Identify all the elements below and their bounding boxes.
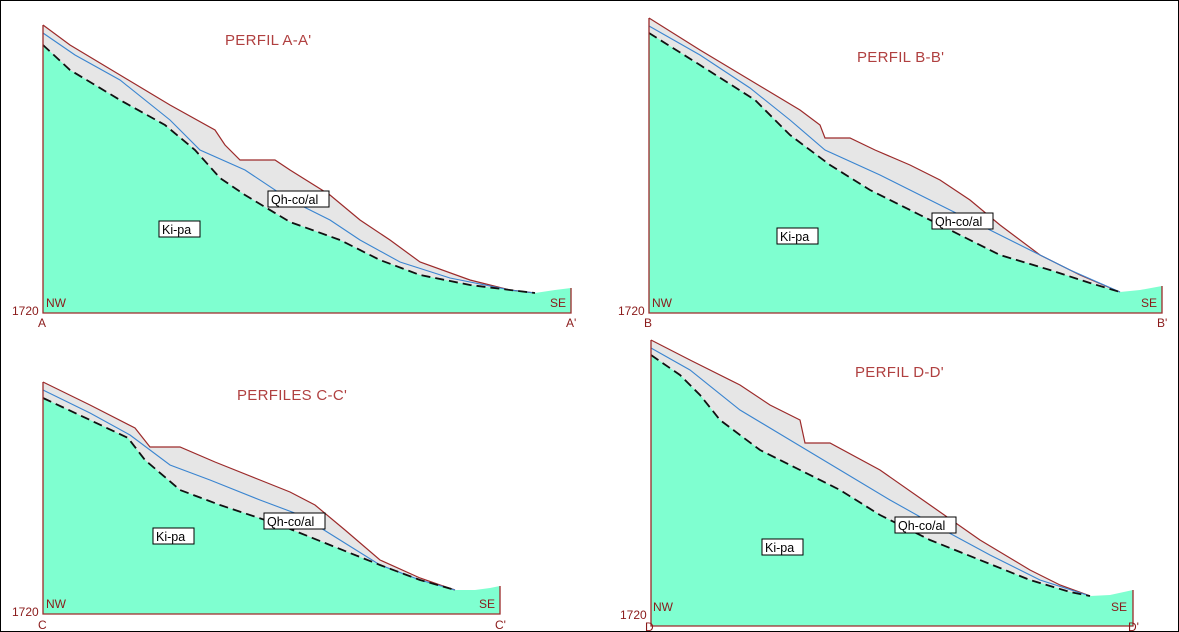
contact-line: [650, 354, 1091, 597]
profile-panel-c: PERFILES C-C' 1720 NW SE C C' Ki-pa Qh-c…: [12, 381, 506, 632]
profile-title: PERFIL D-D': [855, 364, 944, 381]
contact-line: [42, 397, 456, 591]
unit-label-bedrock: Ki-pa: [765, 541, 794, 555]
unit-label-box-bedrock: [776, 227, 819, 245]
unit-label-bedrock: Ki-pa: [156, 530, 185, 544]
section-end-label: C': [495, 618, 506, 632]
unit-label-deposit: Qh-co/al: [267, 515, 314, 529]
profile-frame: [650, 340, 1134, 627]
unit-label-box-bedrock: [152, 527, 195, 545]
profile-frame: [42, 25, 572, 314]
direction-label-right: SE: [550, 296, 566, 310]
unit-label-box-deposit: [263, 512, 326, 530]
elevation-label: 1720: [12, 605, 39, 619]
profile-title: PERFILES C-C': [237, 387, 347, 404]
section-end-label: D': [1128, 620, 1139, 632]
direction-label-left: NW: [652, 296, 673, 310]
profile-title: PERFIL B-B': [857, 49, 944, 66]
elevation-label: 1720: [618, 304, 645, 318]
elevation-label: 1720: [620, 608, 647, 622]
water-table-line: [648, 25, 1121, 293]
direction-label-right: SE: [479, 597, 495, 611]
topography-line: [42, 381, 456, 591]
section-start-label: B: [644, 316, 652, 330]
bedrock-area: [43, 398, 500, 614]
unit-label-box-deposit: [931, 212, 994, 230]
bedrock-area: [43, 45, 571, 313]
unit-label-deposit: Qh-co/al: [898, 519, 945, 533]
unit-label-box-deposit: [894, 516, 957, 534]
section-start-label: D: [645, 620, 654, 632]
direction-label-left: NW: [653, 600, 674, 614]
contact-line: [648, 32, 1121, 293]
elevation-label: 1720: [12, 304, 39, 318]
profile-panel-a: PERFIL A-A' 1720 NW SE A A' Ki-pa Qh-co/…: [12, 24, 576, 330]
water-table-line: [650, 347, 1091, 597]
topography-line: [42, 24, 536, 294]
profile-title: PERFIL A-A': [225, 32, 311, 49]
profile-panel-d: PERFIL D-D' 1720 NW SE D D' Ki-pa Qh-co/…: [620, 339, 1139, 632]
direction-label-right: SE: [1111, 600, 1127, 614]
direction-label-left: NW: [46, 597, 67, 611]
bedrock-area: [651, 355, 1133, 626]
unit-label-box-bedrock: [761, 538, 804, 556]
direction-label-right: SE: [1141, 296, 1157, 310]
unit-label-deposit: Qh-co/al: [271, 193, 318, 207]
unit-label-deposit: Qh-co/al: [935, 215, 982, 229]
unit-label-box-deposit: [267, 190, 330, 208]
section-start-label: A: [38, 316, 46, 330]
unit-label-bedrock: Ki-pa: [162, 223, 191, 237]
contact-line: [42, 44, 536, 294]
direction-label-left: NW: [46, 296, 67, 310]
unit-label-bedrock: Ki-pa: [780, 230, 809, 244]
profile-frame: [648, 18, 1163, 314]
profile-panel-b: PERFIL B-B' 1720 NW SE B B' Ki-pa Qh-co/…: [618, 17, 1167, 330]
topography-line: [650, 339, 1091, 597]
section-start-label: C: [38, 618, 47, 632]
section-end-label: B': [1157, 316, 1167, 330]
unit-label-box-bedrock: [158, 220, 201, 238]
profile-frame: [42, 382, 501, 615]
section-end-label: A': [566, 316, 576, 330]
